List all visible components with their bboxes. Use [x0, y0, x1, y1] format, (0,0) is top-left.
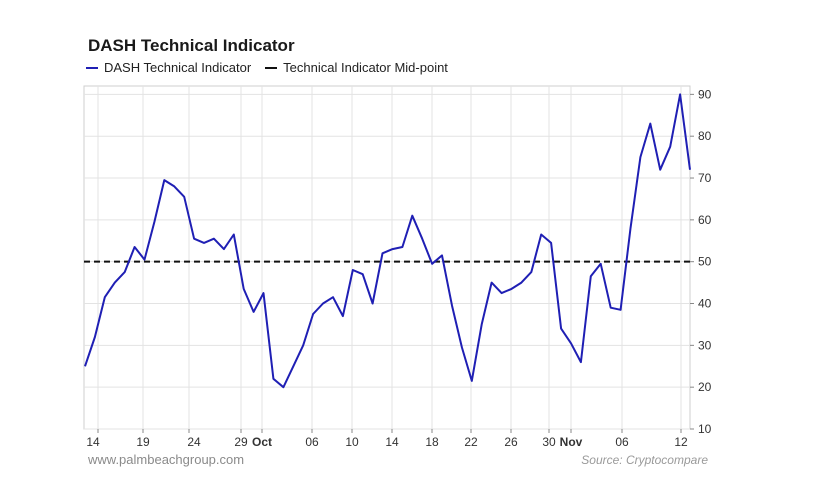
- plot-frame: [83, 85, 691, 430]
- chart-card: [70, 30, 760, 470]
- y-tick-label: 70: [698, 171, 712, 185]
- legend-label-midpoint: Technical Indicator Mid-point: [283, 60, 448, 75]
- x-tick-label: 06: [305, 435, 319, 449]
- x-tick-label: Oct: [252, 435, 272, 449]
- legend-item-indicator: DASH Technical Indicator: [86, 60, 251, 75]
- x-tick-label: 06: [615, 435, 629, 449]
- legend: DASH Technical Indicator Technical Indic…: [86, 60, 462, 75]
- footer-website: www.palmbeachgroup.com: [88, 452, 245, 467]
- x-tick-label: Nov: [560, 435, 583, 449]
- legend-swatch-midpoint: [265, 66, 278, 69]
- x-tick-label: 22: [464, 435, 478, 449]
- x-tick-label: 12: [674, 435, 688, 449]
- y-tick-label: 30: [698, 338, 712, 352]
- x-tick-label: 10: [345, 435, 359, 449]
- footer-source: Source: Cryptocompare: [581, 453, 708, 467]
- y-tick-label: 80: [698, 129, 712, 143]
- x-tick-label: 26: [504, 435, 518, 449]
- y-tick-label: 20: [698, 380, 712, 394]
- y-tick-label: 90: [698, 87, 712, 101]
- y-tick-label: 40: [698, 297, 712, 311]
- y-tick-label: 60: [698, 213, 712, 227]
- legend-item-midpoint: Technical Indicator Mid-point: [265, 60, 448, 75]
- indicator-line: [84, 93, 691, 389]
- legend-label-indicator: DASH Technical Indicator: [104, 60, 252, 75]
- x-tick-label: 14: [86, 435, 100, 449]
- x-tick-label: 24: [187, 435, 201, 449]
- y-tick-label: 50: [698, 255, 712, 269]
- y-tick-label: 10: [698, 422, 712, 436]
- chart-title: DASH Technical Indicator: [88, 36, 295, 55]
- x-tick-label: 29: [234, 435, 248, 449]
- x-tick-label: 19: [136, 435, 150, 449]
- x-tick-label: 18: [425, 435, 439, 449]
- legend-swatch-indicator: [86, 66, 98, 69]
- x-tick-label: 14: [385, 435, 399, 449]
- x-tick-label: 30: [542, 435, 556, 449]
